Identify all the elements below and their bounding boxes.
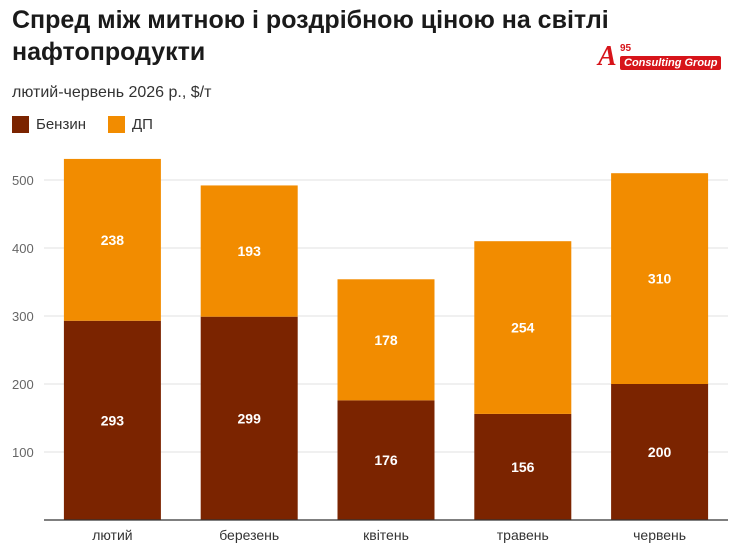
bar-dp-3 bbox=[337, 279, 435, 401]
bar-dp-2 bbox=[200, 185, 298, 317]
logo-superscript: 95 bbox=[620, 43, 632, 54]
legend: Бензин ДП bbox=[12, 116, 175, 133]
logo-letter: A bbox=[598, 41, 617, 72]
bar-dp-4 bbox=[474, 241, 572, 414]
bar-dp-5 bbox=[611, 173, 709, 384]
y-tick-label-100: 100 bbox=[12, 445, 34, 460]
y-tick-label-200: 200 bbox=[12, 377, 34, 392]
bar-benzin-4 bbox=[474, 413, 572, 520]
a95-consulting-logo: A 95 Consulting Group bbox=[598, 41, 722, 74]
x-tick-label-3: квітень bbox=[363, 527, 409, 543]
x-tick-label-5: червень bbox=[633, 527, 686, 543]
data-label-dp-5: 310 bbox=[648, 271, 672, 287]
bar-dp-1 bbox=[63, 158, 161, 321]
data-label-benzin-1: 293 bbox=[101, 412, 125, 428]
logo-text: Consulting Group bbox=[620, 56, 722, 70]
data-label-dp-2: 193 bbox=[238, 243, 262, 259]
bar-benzin-1 bbox=[63, 320, 161, 520]
y-tick-label-300: 300 bbox=[12, 309, 34, 324]
legend-swatch-benzin bbox=[12, 116, 29, 133]
bar-benzin-2 bbox=[200, 316, 298, 520]
x-tick-label-1: лютий bbox=[92, 527, 132, 543]
data-label-benzin-4: 156 bbox=[511, 459, 535, 475]
legend-item-dp: ДП bbox=[108, 116, 153, 133]
bar-benzin-5 bbox=[611, 384, 709, 520]
data-label-benzin-3: 176 bbox=[374, 452, 398, 468]
data-label-dp-4: 254 bbox=[511, 320, 535, 336]
y-tick-label-400: 400 bbox=[12, 241, 34, 256]
legend-label-dp: ДП bbox=[132, 116, 153, 133]
bar-benzin-3 bbox=[337, 400, 435, 520]
data-label-benzin-5: 200 bbox=[648, 444, 672, 460]
chart-title: Спред між митною і роздрібною ціною на с… bbox=[12, 6, 609, 66]
x-tick-label-4: травень bbox=[497, 527, 549, 543]
data-label-benzin-2: 299 bbox=[238, 410, 262, 426]
x-tick-label-2: березень bbox=[219, 527, 279, 543]
data-label-dp-3: 178 bbox=[374, 332, 398, 348]
legend-label-benzin: Бензин bbox=[36, 116, 87, 133]
y-tick-label-500: 500 bbox=[12, 173, 34, 188]
data-label-dp-1: 238 bbox=[101, 232, 125, 248]
legend-swatch-dp bbox=[108, 116, 126, 133]
chart-subtitle: лютий-червень 2026 р., $/т bbox=[12, 84, 212, 101]
legend-item-benzin: Бензин bbox=[12, 116, 86, 133]
